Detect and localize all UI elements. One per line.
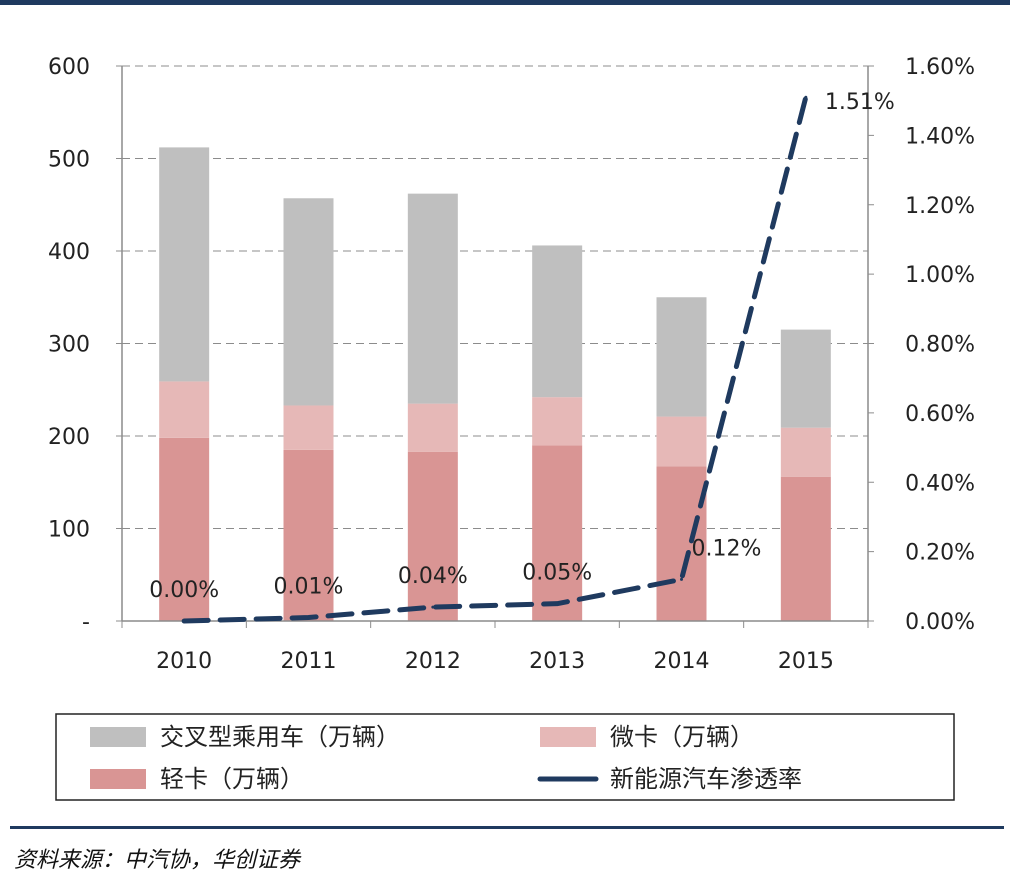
- bar-segment-1: [780, 476, 831, 621]
- y-left-tick-label: 100: [48, 518, 90, 543]
- chart: - 100 200 300 400 500 600 0.00% 0.20% 0.40% 0.60% 0…: [48, 55, 975, 801]
- bar-segment-3: [407, 193, 458, 404]
- y-right-tick-label: 1.00%: [905, 263, 975, 288]
- bar-segment-3: [159, 147, 210, 382]
- y-left-tick-label: 400: [48, 240, 90, 265]
- y-left-tick-label: 200: [48, 425, 90, 450]
- bar-segment-2: [532, 397, 583, 446]
- x-tick-label: 2015: [778, 649, 834, 674]
- data-label: 0.12%: [692, 536, 762, 561]
- y-left-tick-label: -: [82, 610, 90, 635]
- bar-segment-1: [159, 437, 210, 621]
- line-point: [431, 605, 435, 609]
- legend-swatch: [540, 727, 596, 747]
- legend-swatch: [90, 727, 146, 747]
- y-right-tick-label: 0.40%: [905, 471, 975, 496]
- bar-segment-3: [283, 198, 334, 406]
- bar-segment-2: [407, 403, 458, 452]
- legend-label: 新能源汽车渗透率: [610, 765, 802, 793]
- line-point: [680, 577, 683, 581]
- legend-label: 微卡（万辆）: [610, 723, 754, 751]
- y-left-tick-label: 500: [48, 148, 90, 173]
- y-right-tick-label: 0.00%: [905, 610, 975, 635]
- data-label: 0.00%: [149, 578, 219, 603]
- data-label: 0.01%: [274, 575, 344, 600]
- bar-segment-2: [159, 381, 210, 438]
- line-series: [181, 94, 809, 624]
- data-label: 0.05%: [522, 561, 592, 586]
- bar-segment-2: [283, 405, 334, 450]
- y-right-tick-label: 0.60%: [905, 402, 975, 427]
- source-note: 资料来源：中汽协，华创证券: [14, 848, 301, 873]
- line-point: [555, 602, 559, 606]
- bottom-rule: [10, 826, 1004, 829]
- legend-label: 轻卡（万辆）: [160, 765, 304, 793]
- y-right-tick-label: 1.60%: [905, 55, 975, 80]
- y-right-tick-label: 1.40%: [905, 124, 975, 149]
- x-tick-label: 2010: [156, 649, 212, 674]
- y-left-tick-label: 300: [48, 333, 90, 358]
- line-point: [182, 619, 186, 623]
- bar-segment-1: [407, 451, 458, 621]
- y-right-tick-label: 1.20%: [905, 194, 975, 219]
- y-left-tick-label: 600: [48, 55, 90, 80]
- x-tick-label: 2011: [281, 649, 337, 674]
- top-rule: [0, 0, 1010, 5]
- bar-segment-3: [780, 329, 831, 428]
- bar-segment-3: [656, 297, 707, 417]
- bar-segment-2: [656, 416, 707, 467]
- bar-segment-1: [532, 445, 583, 621]
- x-tick-label: 2014: [654, 649, 710, 674]
- bar-segment-2: [780, 427, 831, 477]
- y-right-tick-label: 0.80%: [905, 333, 975, 358]
- x-tick-label: 2013: [529, 649, 585, 674]
- legend-label: 交叉型乘用车（万辆）: [160, 723, 400, 751]
- data-label: 1.51%: [825, 90, 895, 115]
- bar-segment-1: [656, 466, 707, 621]
- bar-segment-1: [283, 449, 334, 621]
- legend-box: [55, 713, 955, 801]
- x-tick-label: 2012: [405, 649, 461, 674]
- legend-swatch: [90, 769, 146, 789]
- bar-segment-3: [532, 245, 583, 398]
- line-point: [804, 95, 808, 99]
- y-right-tick-label: 0.20%: [905, 541, 975, 566]
- line-point: [307, 616, 310, 620]
- data-label: 0.04%: [398, 564, 468, 589]
